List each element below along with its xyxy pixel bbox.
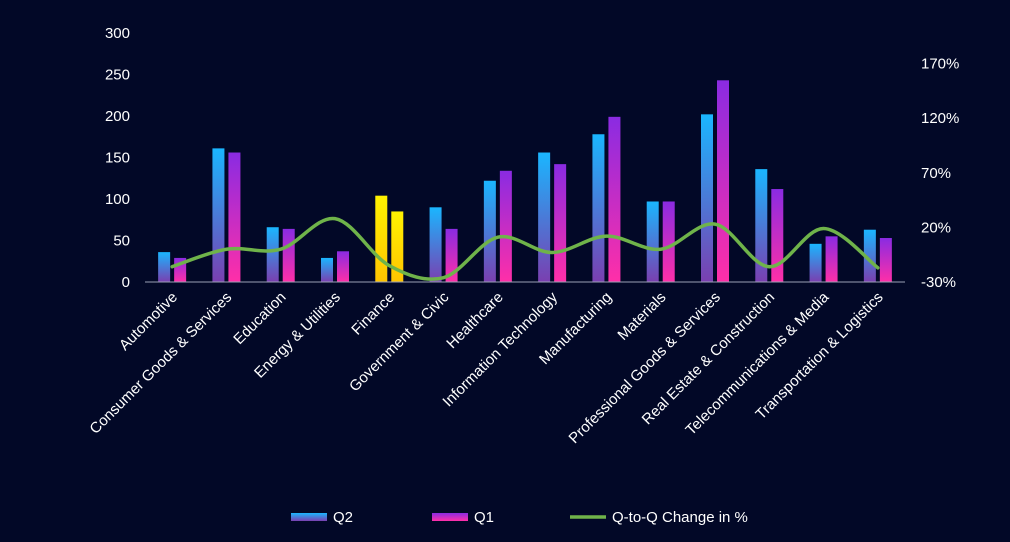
bar-q1 (282, 228, 295, 282)
bar-q2 (592, 134, 605, 282)
bar-q2 (646, 201, 659, 282)
bar-q2 (158, 252, 171, 282)
legend-label-q1: Q1 (474, 509, 494, 526)
bar-q1 (554, 164, 567, 282)
bar-q2 (266, 227, 279, 282)
bar-q1 (337, 251, 349, 282)
left-tick-label: 300 (105, 25, 130, 42)
legend: Q2 Q1 Q-to-Q Change in % (291, 509, 748, 526)
legend-label-q2: Q2 (333, 509, 353, 526)
left-tick-label: 50 (113, 233, 130, 250)
bar-q1 (228, 152, 241, 282)
bar-q2 (483, 180, 496, 282)
bar-q1 (445, 228, 458, 282)
bar-q2 (375, 195, 388, 282)
left-tick-label: 250 (105, 67, 130, 84)
line-series (170, 216, 880, 281)
bar-q2 (701, 114, 713, 282)
bar-q2 (321, 257, 333, 282)
bar-q1 (499, 170, 512, 282)
line-q-to-q-change (170, 216, 880, 281)
bar-q2 (863, 229, 876, 282)
left-y-axis: 0 50 100 150 200 250 300 (105, 25, 130, 291)
bar-q1 (391, 211, 404, 282)
right-tick-label: 20% (921, 219, 951, 236)
bar-q2 (809, 243, 822, 282)
legend-swatch-q1 (432, 513, 468, 521)
left-tick-label: 200 (105, 108, 130, 125)
left-tick-label: 100 (105, 191, 130, 208)
right-y-axis: -30% 20% 70% 120% 170% (921, 56, 959, 291)
bar-q1 (662, 201, 675, 282)
category-label: Materials (614, 289, 669, 344)
legend-swatch-q2 (291, 513, 327, 521)
right-tick-label: 170% (921, 56, 959, 73)
bar-q1 (771, 189, 784, 282)
left-tick-label: 150 (105, 150, 130, 167)
left-tick-label: 0 (122, 274, 130, 291)
bar-q2 (755, 169, 768, 282)
legend-label-change: Q-to-Q Change in % (612, 509, 748, 526)
category-label: Government & Civic (346, 288, 453, 395)
bar-q1 (608, 116, 621, 282)
bar-q2 (538, 152, 551, 282)
bar-q1 (879, 238, 892, 282)
right-tick-label: 120% (921, 110, 959, 127)
bar-q2 (212, 148, 225, 282)
bar-q2 (429, 207, 442, 282)
right-tick-label: 70% (921, 165, 951, 182)
right-tick-label: -30% (921, 274, 956, 291)
category-label: Finance (348, 289, 398, 339)
bar-q1 (717, 80, 729, 282)
bar-q1 (825, 236, 838, 282)
